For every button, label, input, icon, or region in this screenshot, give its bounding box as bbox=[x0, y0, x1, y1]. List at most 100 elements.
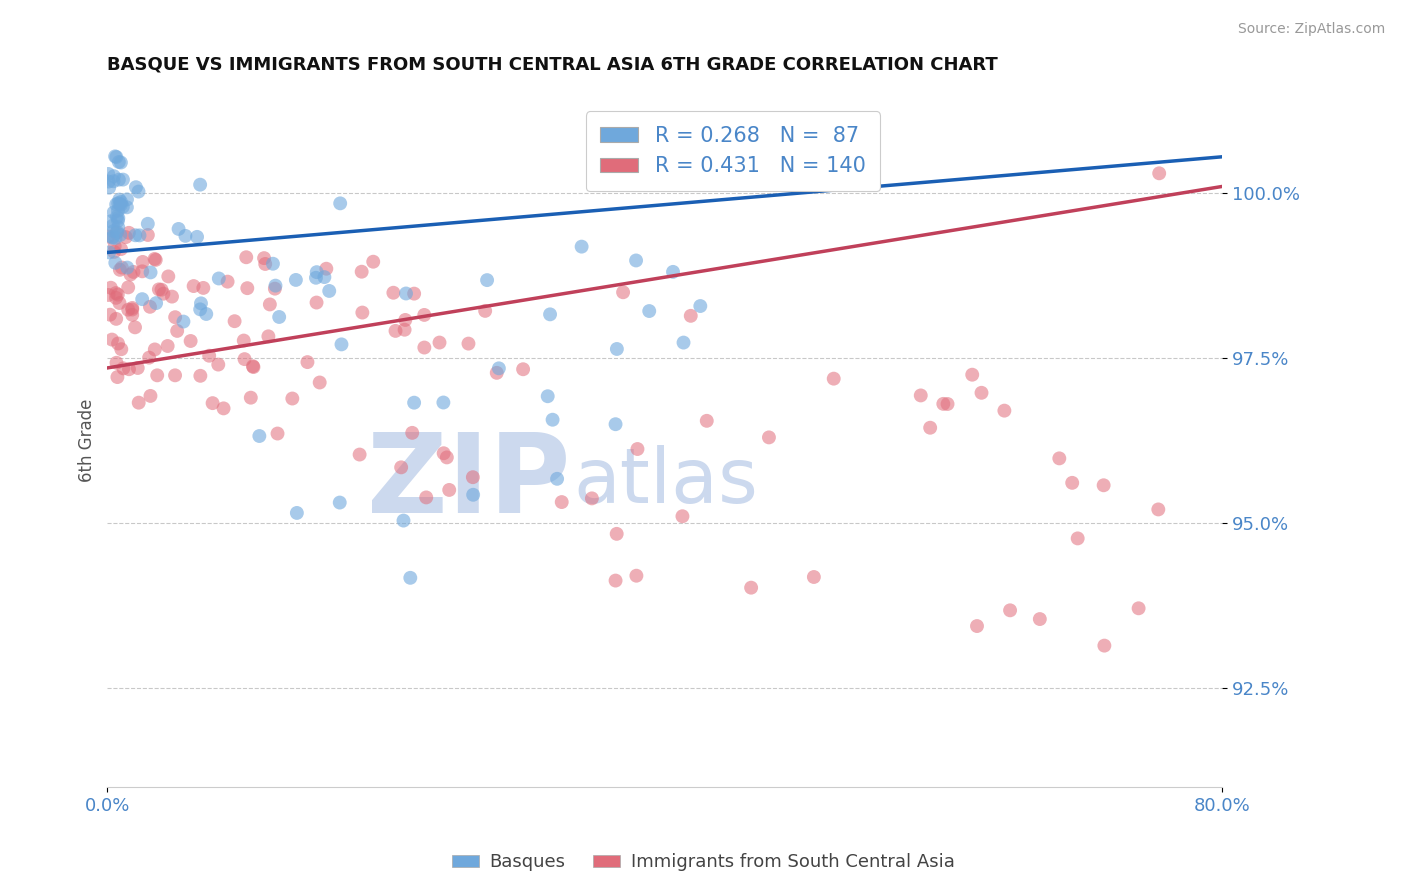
Point bbox=[118, 362, 141, 376]
Point bbox=[165, 368, 187, 383]
Point bbox=[571, 239, 593, 253]
Point bbox=[308, 376, 330, 390]
Point bbox=[201, 396, 224, 410]
Point bbox=[105, 225, 128, 239]
Point bbox=[107, 203, 129, 218]
Point bbox=[960, 368, 983, 382]
Point bbox=[136, 217, 159, 231]
Text: Source: ZipAtlas.com: Source: ZipAtlas.com bbox=[1237, 22, 1385, 37]
Point bbox=[404, 286, 426, 301]
Point bbox=[394, 323, 416, 337]
Point bbox=[461, 470, 484, 484]
Point bbox=[212, 401, 235, 416]
Point bbox=[662, 265, 685, 279]
Point bbox=[281, 392, 304, 406]
Point bbox=[936, 397, 959, 411]
Point bbox=[264, 282, 287, 296]
Point bbox=[101, 333, 124, 347]
Point bbox=[551, 495, 574, 509]
Y-axis label: 6th Grade: 6th Grade bbox=[79, 399, 96, 483]
Point bbox=[145, 296, 167, 310]
Point bbox=[124, 228, 146, 243]
Point bbox=[233, 352, 256, 367]
Point bbox=[1029, 612, 1052, 626]
Point bbox=[103, 244, 125, 259]
Point bbox=[1128, 601, 1150, 615]
Point bbox=[626, 442, 648, 456]
Point bbox=[389, 460, 412, 475]
Point bbox=[138, 351, 160, 365]
Point bbox=[110, 194, 132, 209]
Point bbox=[254, 257, 277, 271]
Point bbox=[242, 359, 264, 374]
Point bbox=[262, 257, 284, 271]
Point bbox=[110, 155, 132, 169]
Point bbox=[404, 395, 426, 409]
Point bbox=[104, 256, 127, 270]
Point bbox=[1047, 451, 1070, 466]
Point bbox=[305, 295, 328, 310]
Point bbox=[107, 336, 129, 351]
Point bbox=[803, 570, 825, 584]
Point bbox=[305, 270, 328, 285]
Point bbox=[624, 253, 647, 268]
Point bbox=[436, 450, 458, 465]
Point bbox=[98, 180, 121, 194]
Point bbox=[105, 291, 128, 305]
Legend: Basques, Immigrants from South Central Asia: Basques, Immigrants from South Central A… bbox=[444, 847, 962, 879]
Point bbox=[740, 581, 762, 595]
Point bbox=[284, 273, 307, 287]
Point bbox=[1062, 475, 1084, 490]
Point bbox=[97, 175, 120, 189]
Point bbox=[98, 308, 121, 322]
Point bbox=[101, 230, 124, 244]
Point bbox=[401, 425, 423, 440]
Point bbox=[395, 286, 418, 301]
Point bbox=[195, 307, 218, 321]
Point bbox=[188, 178, 211, 192]
Point bbox=[207, 358, 229, 372]
Point bbox=[108, 262, 131, 277]
Point bbox=[606, 526, 628, 541]
Point bbox=[672, 335, 695, 350]
Point bbox=[97, 288, 120, 302]
Point bbox=[124, 320, 146, 334]
Point bbox=[318, 284, 340, 298]
Point bbox=[172, 315, 194, 329]
Point bbox=[315, 261, 337, 276]
Point bbox=[264, 278, 287, 293]
Point bbox=[485, 366, 508, 380]
Point bbox=[190, 296, 212, 310]
Point bbox=[104, 239, 127, 253]
Point bbox=[384, 324, 406, 338]
Point bbox=[128, 228, 150, 243]
Point bbox=[537, 389, 560, 403]
Point bbox=[247, 429, 270, 443]
Point bbox=[361, 254, 384, 268]
Point bbox=[679, 309, 702, 323]
Point bbox=[217, 275, 239, 289]
Point bbox=[439, 483, 461, 497]
Point bbox=[638, 304, 661, 318]
Point bbox=[97, 167, 120, 181]
Point bbox=[121, 302, 143, 317]
Point bbox=[107, 211, 129, 225]
Point bbox=[107, 220, 129, 235]
Point bbox=[107, 370, 129, 384]
Point bbox=[103, 224, 125, 238]
Point bbox=[108, 193, 131, 207]
Point bbox=[152, 286, 174, 301]
Point bbox=[139, 389, 162, 403]
Point bbox=[285, 506, 308, 520]
Point bbox=[236, 281, 259, 295]
Point bbox=[100, 281, 122, 295]
Point bbox=[266, 426, 288, 441]
Point bbox=[429, 335, 451, 350]
Point bbox=[139, 265, 162, 279]
Point bbox=[612, 285, 634, 300]
Point bbox=[120, 268, 142, 282]
Point bbox=[180, 334, 202, 348]
Point bbox=[998, 603, 1021, 617]
Point bbox=[1147, 166, 1170, 180]
Point bbox=[143, 252, 166, 266]
